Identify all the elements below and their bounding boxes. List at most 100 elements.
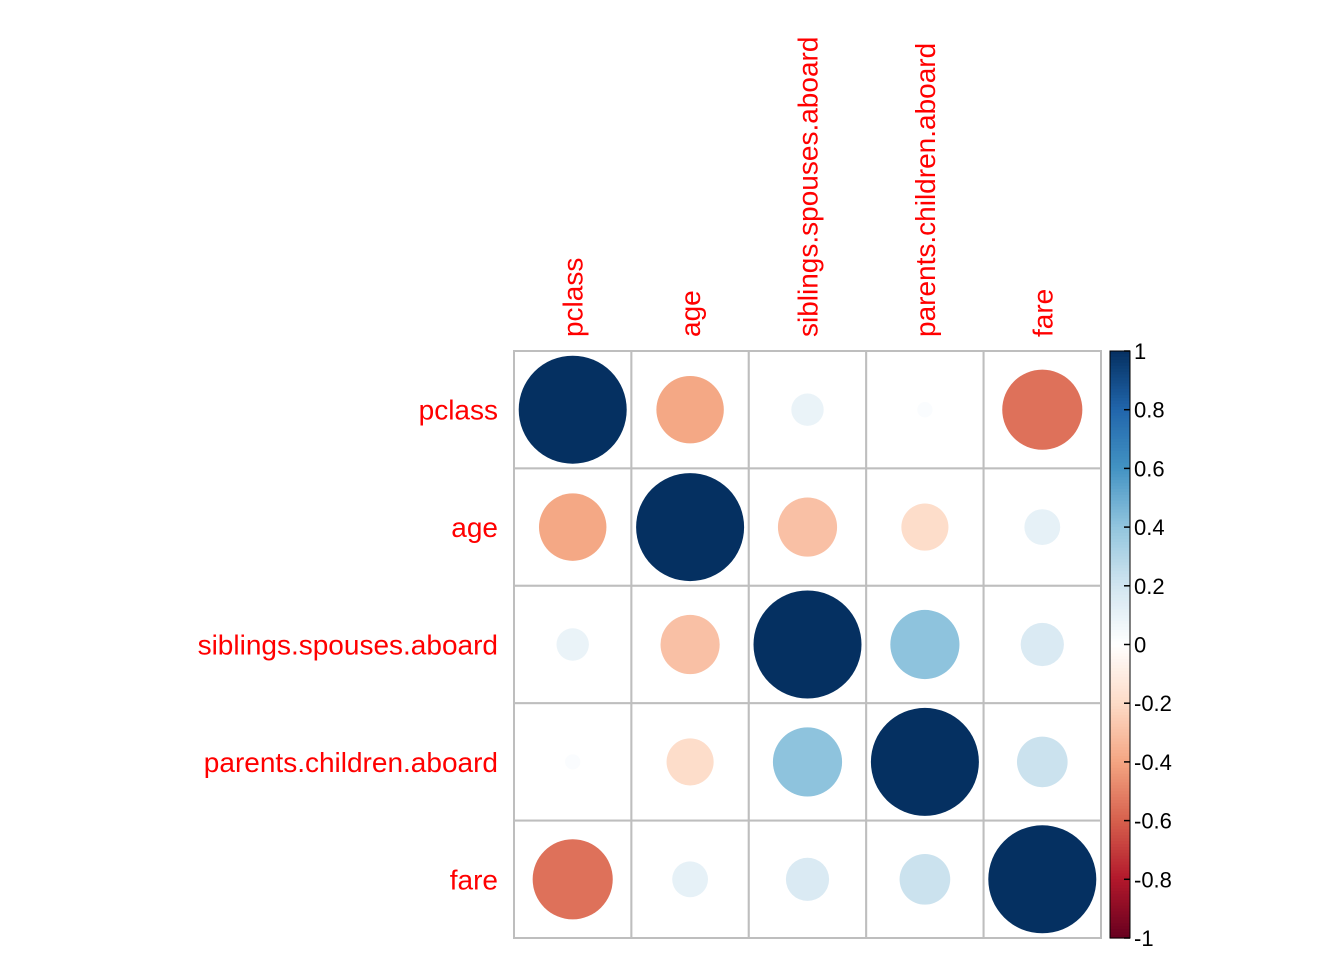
- colorbar-segment: [1110, 374, 1130, 379]
- colorbar-segment: [1110, 753, 1130, 757]
- colorbar-segment: [1110, 447, 1130, 452]
- colorbar-segment: [1110, 653, 1130, 657]
- colorbar-segment: [1110, 800, 1130, 804]
- colorbar-segment: [1110, 644, 1130, 649]
- colorbar-segment: [1110, 905, 1130, 910]
- colorbar-segment: [1110, 667, 1130, 672]
- colorbar-segment: [1110, 802, 1130, 807]
- colorbar-segment: [1110, 541, 1130, 546]
- colorbar-segment: [1110, 873, 1130, 877]
- colorbar-segment: [1110, 574, 1130, 578]
- colorbar-segment: [1110, 626, 1130, 631]
- colorbar-segment: [1110, 647, 1130, 651]
- colorbar-segment: [1110, 635, 1130, 640]
- colorbar-segment: [1110, 530, 1130, 534]
- colorbar-segment: [1110, 450, 1130, 455]
- colorbar-segment: [1110, 676, 1130, 681]
- correlation-circle-pclass-fare: [1002, 369, 1083, 450]
- correlation-circle-age-siblings.spouses.aboard: [777, 497, 838, 557]
- colorbar-segment: [1110, 444, 1130, 449]
- colorbar-segment: [1110, 571, 1130, 575]
- colorbar-segment: [1110, 532, 1130, 537]
- colorbar-segment: [1110, 923, 1130, 927]
- colorbar-segment: [1110, 744, 1130, 748]
- colorbar-segment: [1110, 585, 1130, 590]
- colorbar-segment: [1110, 703, 1130, 707]
- colorbar-segment: [1110, 547, 1130, 552]
- colorbar-segment: [1110, 700, 1130, 704]
- colorbar-segment: [1110, 838, 1130, 842]
- colorbar-tick-label: 0.4: [1134, 515, 1165, 540]
- colorbar-segment: [1110, 588, 1130, 593]
- colorbar-segment: [1110, 521, 1130, 525]
- colorbar-segment: [1110, 673, 1130, 678]
- correlation-circle-parents.children.aboard-pclass: [565, 754, 581, 770]
- colorbar-segment: [1110, 712, 1130, 716]
- colorbar-segment: [1110, 847, 1130, 851]
- colorbar-segment: [1110, 632, 1130, 637]
- column-label-siblings.spouses.aboard: siblings.spouses.aboard: [793, 37, 824, 337]
- colorbar-segment: [1110, 418, 1130, 423]
- colorbar-segment: [1110, 474, 1130, 478]
- colorbar-segment: [1110, 770, 1130, 775]
- colorbar-segment: [1110, 430, 1130, 434]
- colorbar-segment: [1110, 767, 1130, 772]
- colorbar-segment: [1110, 556, 1130, 560]
- colorbar-segment: [1110, 688, 1130, 693]
- colorbar-segment: [1110, 480, 1130, 484]
- colorbar-segment: [1110, 911, 1130, 916]
- row-labels: pclass age siblings.spouses.aboard parents.…: [198, 395, 498, 896]
- colorbar-segment: [1110, 650, 1130, 654]
- colorbar-tick-label: 0.8: [1134, 398, 1165, 423]
- colorbar-segment: [1110, 776, 1130, 781]
- colorbar-segment: [1110, 908, 1130, 913]
- colorbar-segment: [1110, 867, 1130, 872]
- colorbar-segment: [1110, 550, 1130, 555]
- colorbar-segment: [1110, 359, 1130, 364]
- colorbar-segment: [1110, 491, 1130, 496]
- colorbar-segment: [1110, 638, 1130, 643]
- colorbar-segment: [1110, 606, 1130, 610]
- colorbar-segment: [1110, 406, 1130, 411]
- colorbar-segment: [1110, 808, 1130, 813]
- colorbar-segment: [1110, 365, 1130, 370]
- colorbar-segment: [1110, 500, 1130, 505]
- colorbar-segment: [1110, 544, 1130, 549]
- colorbar-segment: [1110, 462, 1130, 467]
- colorbar-segment: [1110, 694, 1130, 698]
- colorbar-segment: [1110, 535, 1130, 540]
- colorbar-segment: [1110, 788, 1130, 792]
- colorbar-segment: [1110, 591, 1130, 596]
- colorbar-segment: [1110, 459, 1130, 464]
- colorbar-segment: [1110, 392, 1130, 396]
- colorbar-tick-label: -1: [1134, 926, 1154, 951]
- grid-cell: [630, 819, 750, 939]
- colorbar-segment: [1110, 823, 1130, 828]
- colorbar-segment: [1110, 888, 1130, 892]
- correlation-circles: [518, 355, 1097, 934]
- colorbar-segment: [1110, 351, 1130, 355]
- row-label-fare: fare: [450, 864, 498, 895]
- column-label-age: age: [675, 290, 706, 337]
- colorbar-segment: [1110, 488, 1130, 493]
- colorbar-segment: [1110, 486, 1130, 490]
- colorbar-segment: [1110, 568, 1130, 572]
- correlation-circle-fare-parents.children.aboard: [899, 853, 951, 905]
- colorbar-segment: [1110, 902, 1130, 907]
- colorbar-segment: [1110, 618, 1130, 622]
- colorbar-segment: [1110, 527, 1130, 531]
- colorbar-segment: [1110, 509, 1130, 514]
- colorbar-tick-label: -0.6: [1134, 809, 1172, 834]
- colorbar-segment: [1110, 409, 1130, 414]
- colorbar-segment: [1110, 791, 1130, 795]
- colorbar-segment: [1110, 597, 1130, 602]
- colorbar-segment: [1110, 685, 1130, 690]
- colorbar-segment: [1110, 738, 1130, 742]
- correlation-circle-pclass-age: [656, 375, 724, 444]
- row-label-parents.children.aboard: parents.children.aboard: [204, 747, 498, 778]
- colorbar-segment: [1110, 764, 1130, 769]
- colorbar-segment: [1110, 723, 1130, 728]
- colorbar-segment: [1110, 914, 1130, 919]
- colorbar-segment: [1110, 879, 1130, 883]
